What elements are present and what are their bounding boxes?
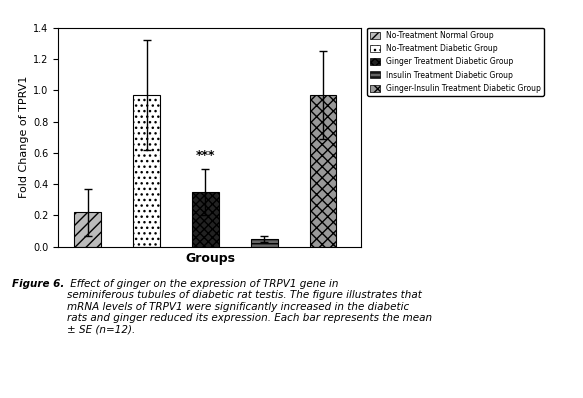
Text: Effect of ginger on the expression of TRPV1 gene in
seminiferous tubules of diab: Effect of ginger on the expression of TR… [67, 279, 432, 335]
Bar [134, 95, 160, 247]
Legend: No-Treatment Normal Group, No-Treatment Diabetic Group, Ginger Treatment Diabeti: No-Treatment Normal Group, No-Treatment … [367, 28, 543, 96]
Bar [251, 239, 278, 247]
X-axis label: Groups: Groups [185, 252, 235, 265]
Bar [75, 213, 101, 247]
Y-axis label: Fold Change of TPRV1: Fold Change of TPRV1 [19, 76, 29, 199]
Bar [310, 95, 336, 247]
Text: Figure 6.: Figure 6. [12, 279, 64, 289]
Bar [192, 192, 219, 247]
Text: ***: *** [196, 149, 215, 162]
